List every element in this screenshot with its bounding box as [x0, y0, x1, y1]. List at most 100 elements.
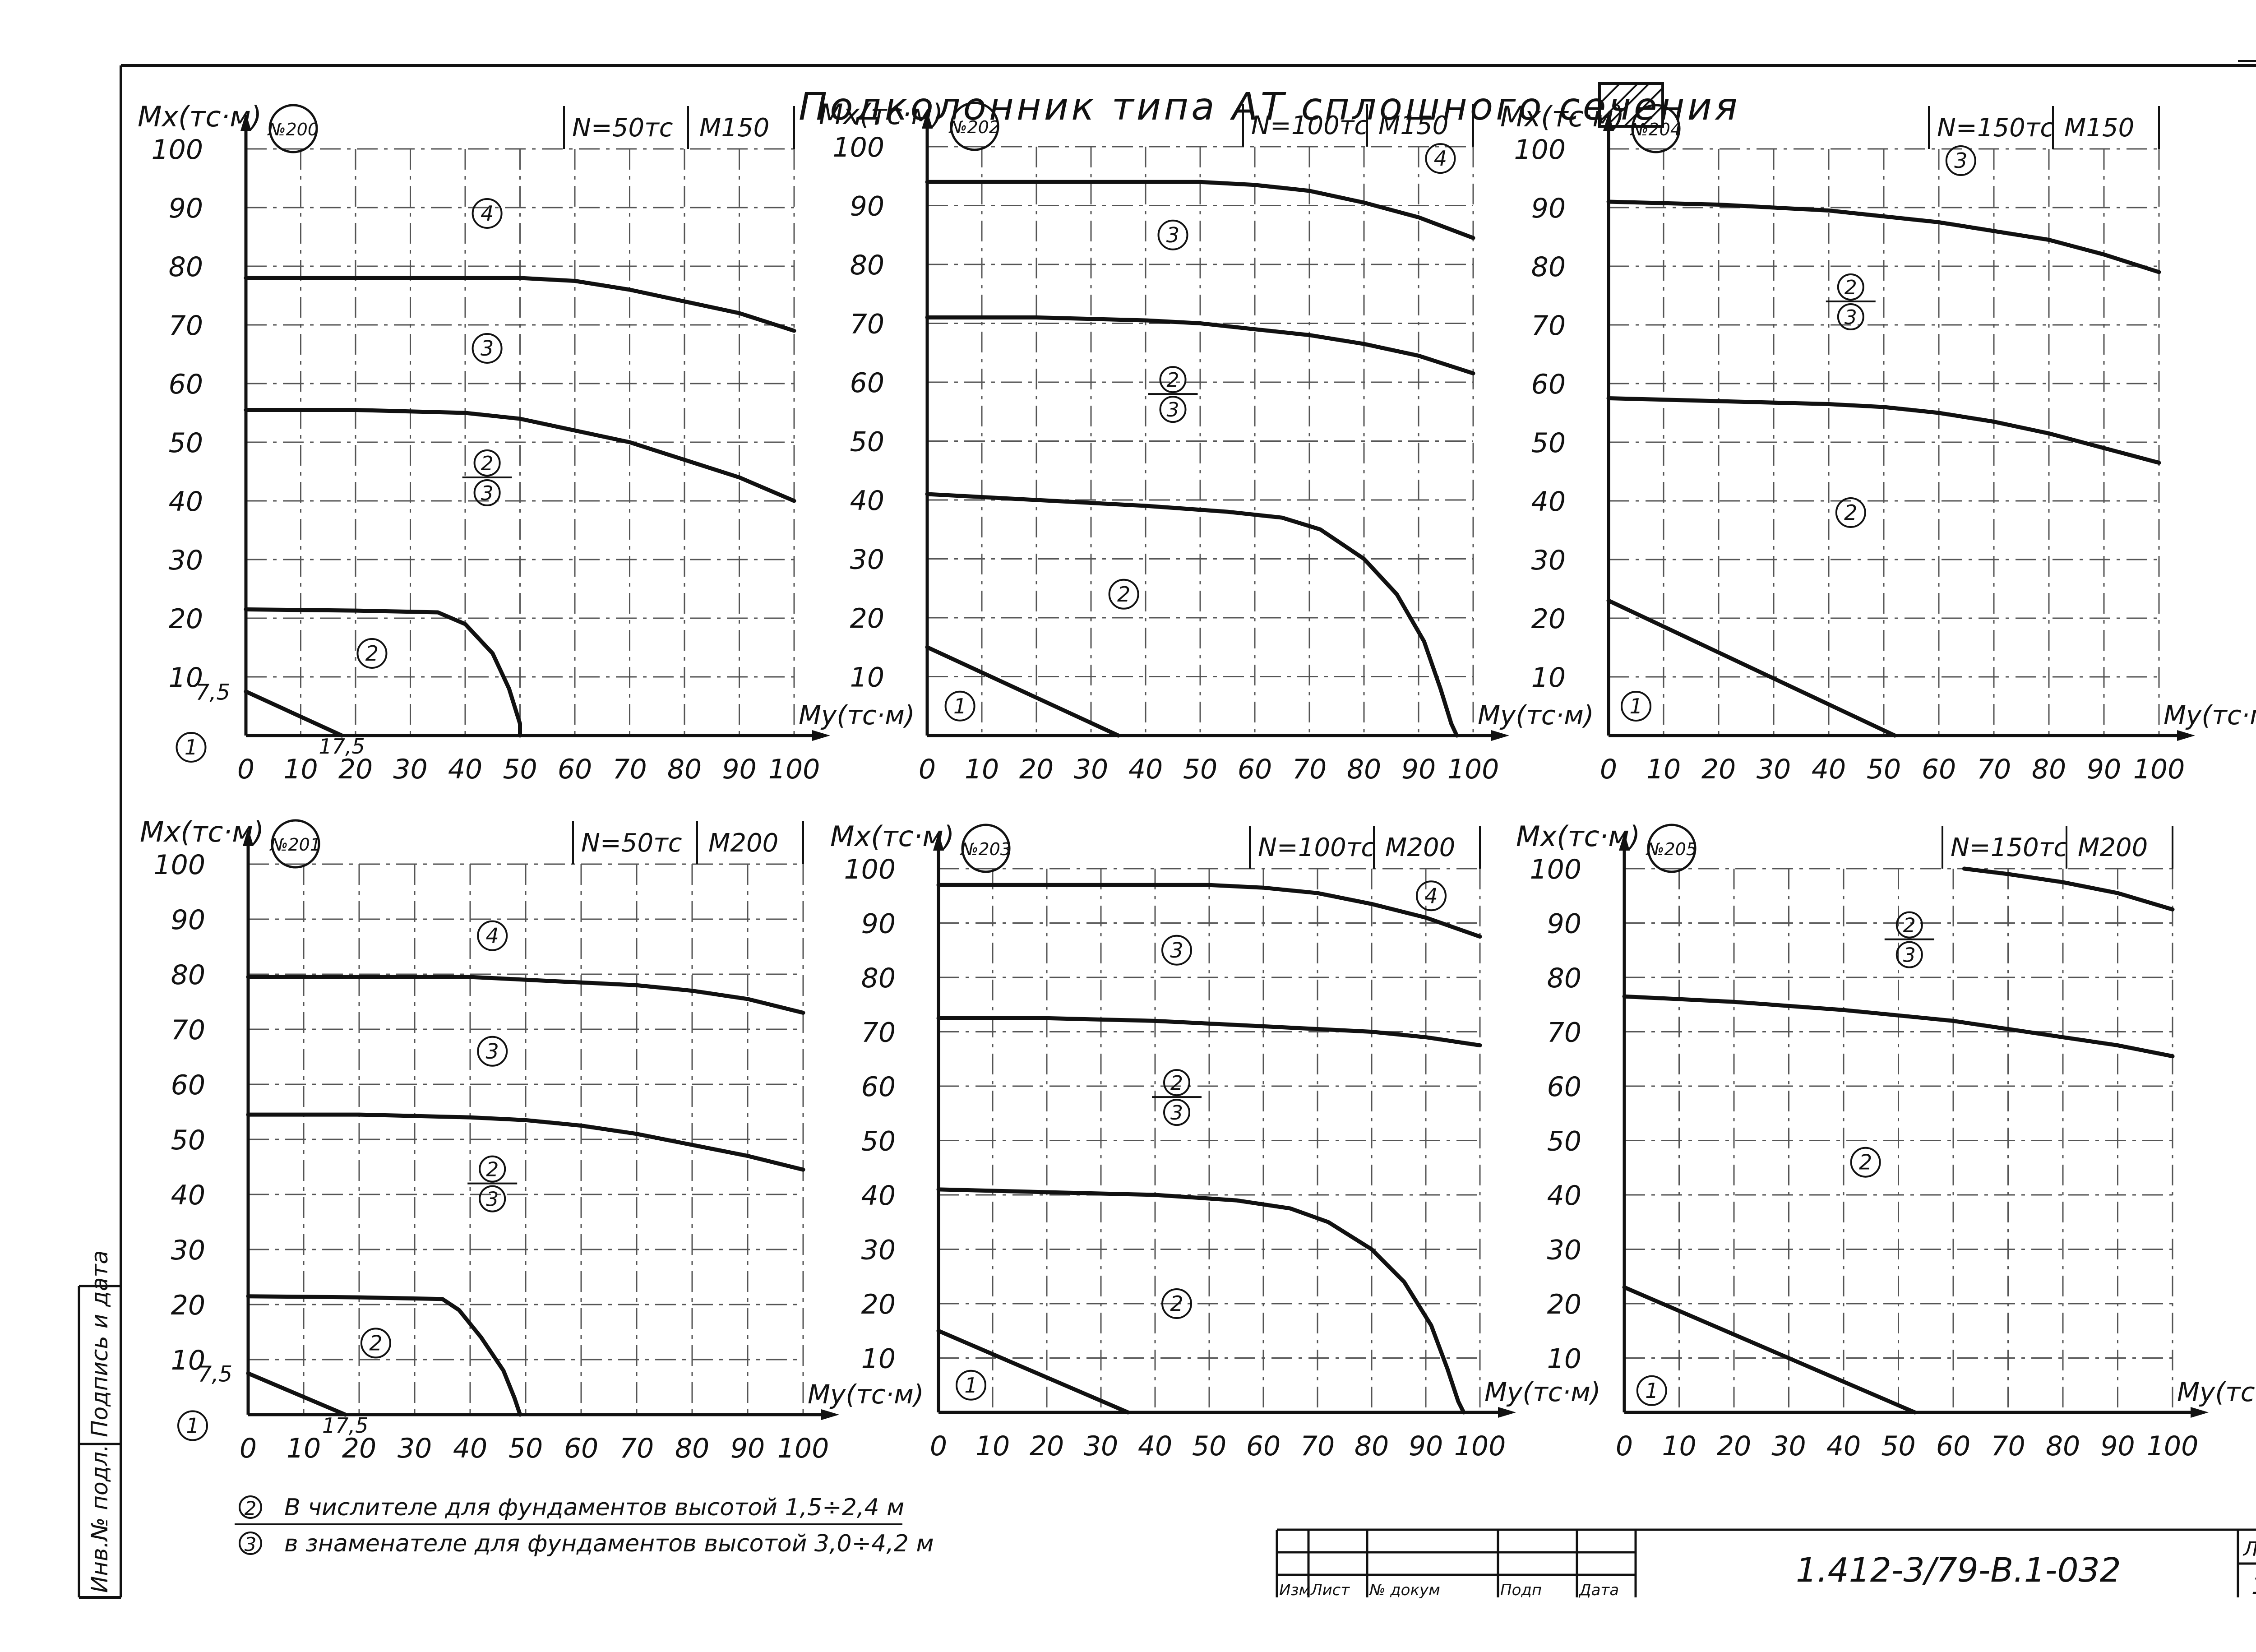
y-tick-label: 90	[850, 191, 884, 222]
title-block: Изм Лист № докум Подп Дата 1.412-3/79-В.1-03…	[1276, 1528, 2256, 1600]
boundary-curve-4	[244, 276, 796, 333]
chart-load-label: N=150тс	[1937, 113, 2054, 143]
chart-id-circle	[950, 102, 999, 151]
chart-load-label: N=50тс	[581, 828, 682, 858]
y-tick-label: 40	[850, 485, 884, 517]
x-axis-title: My(тс·м)	[1478, 700, 1594, 731]
x-tick-label: 50	[503, 754, 537, 785]
x-axis-arrow	[1498, 1407, 1516, 1418]
y-axis-arrow	[922, 111, 933, 129]
note-numerator-text: В числителе для фундаментов высотой 1,5÷…	[284, 1494, 904, 1521]
y-tick-label: 80	[1547, 963, 1581, 994]
y-axis-arrow	[933, 833, 944, 851]
boundary-curve-2	[246, 1294, 522, 1417]
y-tick-label: 30	[1547, 1235, 1581, 1266]
x-tick-label: 100	[1454, 1430, 1506, 1462]
x-tick-label: 80	[2032, 754, 2066, 785]
x-axis-title: My(тс·м)	[2164, 700, 2256, 731]
y-tick-label: 30	[169, 545, 203, 576]
grid	[1609, 148, 2160, 736]
x-tick-label: 0	[1600, 754, 1617, 785]
x-tick-label: 60	[564, 1433, 598, 1464]
x-axis-title: My(тс·м)	[808, 1379, 924, 1410]
region-label: 1	[185, 735, 198, 759]
legend-notes: 2 В числителе для фундаментов высотой 1,…	[235, 1494, 934, 1557]
y-tick-label: 100	[151, 134, 203, 166]
x-tick-label: 0	[919, 754, 936, 785]
region-label: 1	[1629, 694, 1642, 718]
region-label-numerator: 2	[481, 452, 494, 475]
x-tick-label: 10	[1646, 754, 1681, 785]
chart-load-label: N=50тс	[572, 113, 673, 143]
region-label: 2	[1859, 1150, 1872, 1175]
chart-no-201: N=50тс М200№201Mx(тс·м)My(тс·м)1020304050…	[140, 815, 924, 1464]
region-label: 3	[1954, 148, 1967, 173]
y-extra-tick-label: 7,5	[198, 1362, 232, 1387]
chart-load-label: N=100тс	[1251, 111, 1368, 140]
x-tick-label: 100	[1447, 754, 1499, 785]
x-axis-arrow	[1491, 730, 1509, 741]
y-tick-label: 30	[171, 1235, 205, 1266]
x-axis-arrow	[821, 1409, 839, 1420]
region-label-circle	[1163, 1099, 1190, 1126]
x-tick-label: 40	[1128, 754, 1163, 785]
region-label: 2	[1170, 1291, 1183, 1316]
chart-no-203: N=100тс М200№203Mx(тс·м)My(тс·м)102030405…	[830, 820, 1601, 1462]
y-tick-label: 40	[171, 1180, 205, 1211]
chart-id: №203	[960, 839, 1011, 859]
region-label: 3	[1170, 938, 1183, 963]
y-extra-tick-label: 7,5	[196, 680, 230, 705]
x-axis-title: My(тс·м)	[2177, 1377, 2256, 1407]
x-tick-label: 70	[1991, 1430, 2025, 1462]
y-tick-label: 70	[1547, 1017, 1581, 1049]
chart-load-label: N=100тс	[1258, 833, 1375, 862]
x-tick-label: 50	[1867, 754, 1901, 785]
y-tick-label: 20	[171, 1290, 205, 1321]
region-label-denominator: 3	[1167, 398, 1179, 421]
region-label-denominator: 3	[1170, 1101, 1183, 1124]
region-label: 3	[1166, 223, 1179, 247]
region-label-circle	[1163, 1069, 1190, 1097]
y-tick-label: 70	[850, 309, 884, 340]
y-tick-label: 100	[1530, 854, 1581, 885]
chart-grade-label: М200	[708, 828, 778, 858]
sheet-number: 10	[2251, 1573, 2256, 1600]
side-label: Инв.№ подл. Подпись и дата	[87, 1250, 113, 1593]
y-tick-label: 40	[1547, 1180, 1581, 1212]
region-label-circle	[1895, 941, 1923, 968]
side-strip: Инв.№ подл. Подпись и дата	[78, 1250, 122, 1597]
y-axis-title: Mx(тс·м)	[819, 98, 943, 131]
x-extra-tick-label: 17,5	[319, 734, 365, 759]
region-label-circle	[1157, 219, 1188, 250]
boundary-curve-4	[925, 180, 1475, 240]
boundary-curve-1	[246, 1371, 347, 1417]
region-label: 3	[481, 336, 494, 361]
region-label-circle	[472, 198, 503, 229]
y-tick-label: 40	[169, 486, 203, 518]
y-tick-label: 100	[153, 849, 205, 881]
sheet-title: Подколонник типа АТ сплошного сечения	[799, 84, 1740, 129]
y-tick-label: 60	[861, 1071, 896, 1103]
boundary-curve-1	[925, 645, 1120, 738]
y-tick-label: 30	[1531, 545, 1566, 576]
y-axis-arrow	[243, 828, 254, 846]
sheet-label: Лист	[2242, 1538, 2256, 1561]
boundary-curve-3	[925, 315, 1475, 375]
x-tick-label: 0	[930, 1430, 947, 1462]
chart-load-label: N=150тс	[1951, 833, 2067, 862]
y-tick-label: 90	[1547, 908, 1581, 940]
boundary-curve-1	[244, 689, 344, 738]
x-tick-label: 60	[1922, 754, 1956, 785]
y-axis-title: Mx(тс·м)	[1516, 820, 1640, 853]
region-label-numerator: 2	[1167, 369, 1179, 392]
y-tick-label: 40	[1531, 486, 1566, 518]
region-label: 1	[953, 694, 966, 718]
y-tick-label: 50	[861, 1126, 896, 1157]
chart-id: №200	[267, 120, 319, 139]
region-label-circle	[1161, 1288, 1192, 1319]
region-label-circle	[472, 333, 503, 364]
x-tick-label: 90	[1401, 754, 1436, 785]
y-tick-label: 100	[832, 132, 884, 163]
grid	[248, 863, 804, 1415]
x-tick-label: 60	[1238, 754, 1272, 785]
